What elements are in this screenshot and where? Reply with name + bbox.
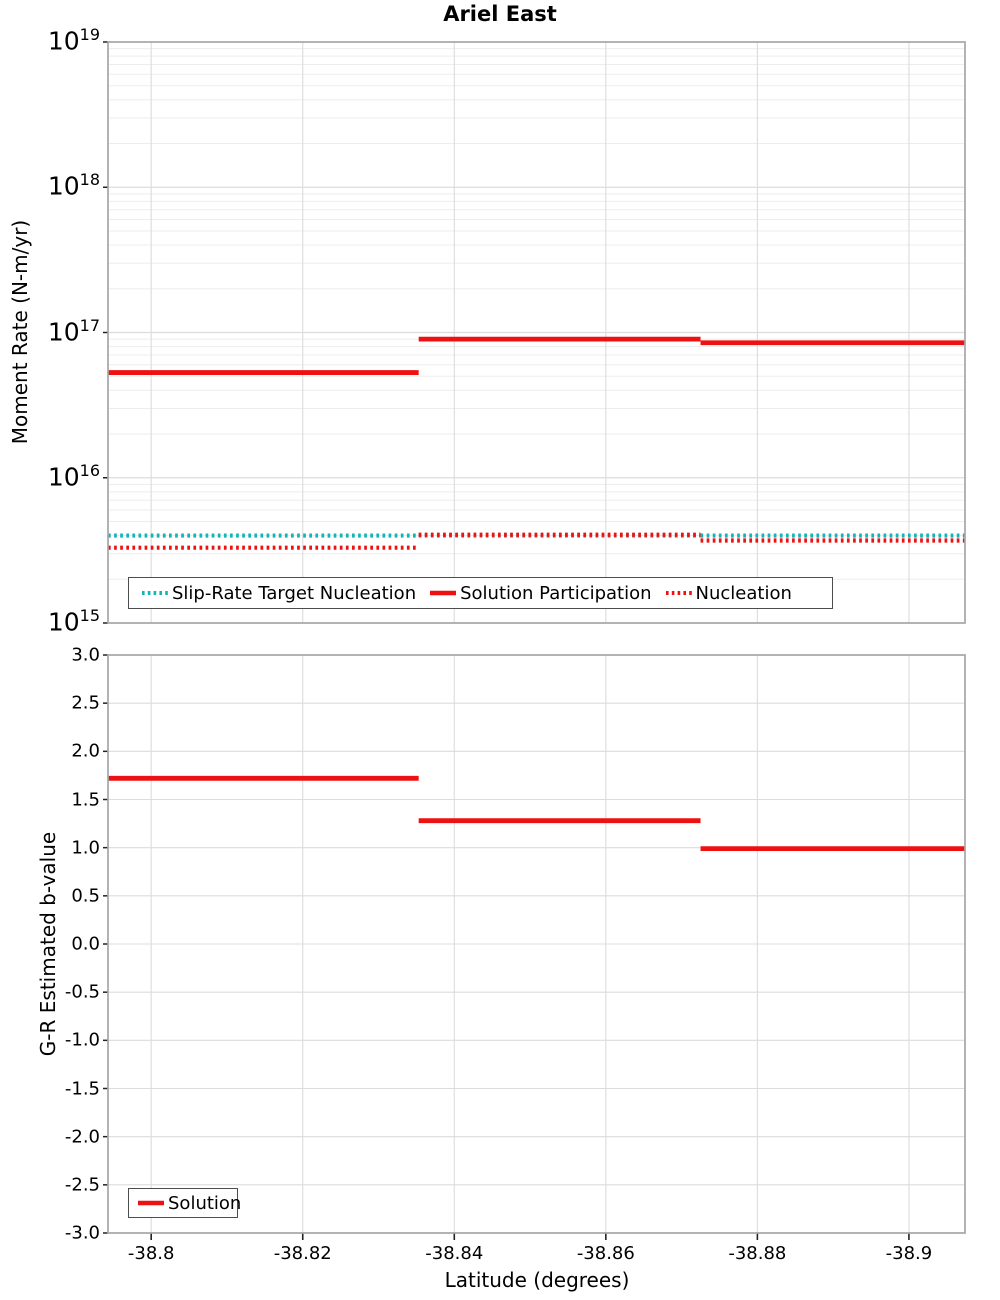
- x-tick-label: -38.84: [425, 1243, 484, 1264]
- x-tick-label: -38.82: [273, 1243, 332, 1264]
- x-tick-label: -38.86: [576, 1243, 635, 1264]
- legend-swatch-dotted: [142, 591, 168, 595]
- y-tick-label: -0.5: [64, 981, 100, 1003]
- chart-title: Ariel East: [443, 2, 557, 26]
- y-tick-label: 1015: [47, 605, 100, 637]
- legend-label: Solution: [168, 1192, 242, 1214]
- x-tick-label: -38.8: [127, 1243, 175, 1264]
- plot-border: [107, 654, 966, 1234]
- legend-moment-rate: Slip-Rate Target Nucleation Solution Part…: [128, 577, 833, 609]
- legend-item: Solution Participation: [429, 582, 652, 604]
- legend-label: Solution Participation: [460, 582, 652, 604]
- legend-item: Nucleation: [665, 583, 792, 604]
- y-tick-label: 1.0: [71, 837, 100, 859]
- y-tick-label: 1019: [47, 24, 100, 56]
- x-tick-label: -38.9: [885, 1243, 933, 1264]
- y-tick-label: -1.0: [64, 1029, 100, 1051]
- y-tick-label: -3.0: [64, 1222, 100, 1244]
- legend-swatch-dotted: [665, 591, 692, 595]
- legend-b-value: Solution: [128, 1188, 241, 1218]
- y-tick-label: -1.5: [64, 1078, 100, 1099]
- y-tick-label: 1018: [47, 170, 100, 201]
- y-tick-label: 1.5: [71, 789, 100, 810]
- legend-swatch-solid: [430, 590, 457, 596]
- y-tick-label: 0.5: [71, 885, 100, 907]
- y-tick-label: 1016: [47, 460, 100, 491]
- y-tick-label: 0.0: [71, 933, 100, 955]
- plot-border: [107, 41, 966, 624]
- legend-item: Slip-Rate Target Nucleation: [141, 583, 416, 604]
- y-tick-label: -2.0: [64, 1126, 100, 1148]
- x-axis-title-latitude: Latitude (degrees): [444, 1268, 630, 1292]
- legend-label: Slip-Rate Target Nucleation: [172, 582, 417, 604]
- y-tick-label: 2.5: [71, 692, 100, 714]
- y-tick-label: 2.0: [71, 740, 100, 762]
- y-tick-label: 3.0: [71, 644, 100, 666]
- y-tick-label: 1017: [47, 315, 100, 346]
- legend-label: Nucleation: [695, 582, 792, 604]
- y-tick-label: -2.5: [64, 1174, 100, 1196]
- legend-swatch-solid: [138, 1200, 164, 1206]
- x-tick-label: -38.88: [728, 1243, 787, 1264]
- legend-item: Solution: [137, 1193, 241, 1214]
